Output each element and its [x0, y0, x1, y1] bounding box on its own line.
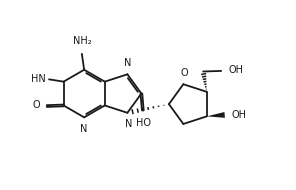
Text: O: O — [33, 101, 40, 110]
Polygon shape — [207, 112, 225, 118]
Text: NH₂: NH₂ — [73, 36, 91, 46]
Text: O: O — [180, 68, 188, 78]
Text: HO: HO — [136, 118, 151, 128]
Text: N: N — [125, 119, 133, 129]
Text: OH: OH — [229, 65, 243, 75]
Text: HN: HN — [31, 74, 46, 84]
Text: N: N — [124, 59, 132, 69]
Text: N: N — [80, 124, 87, 134]
Text: OH: OH — [232, 110, 247, 120]
